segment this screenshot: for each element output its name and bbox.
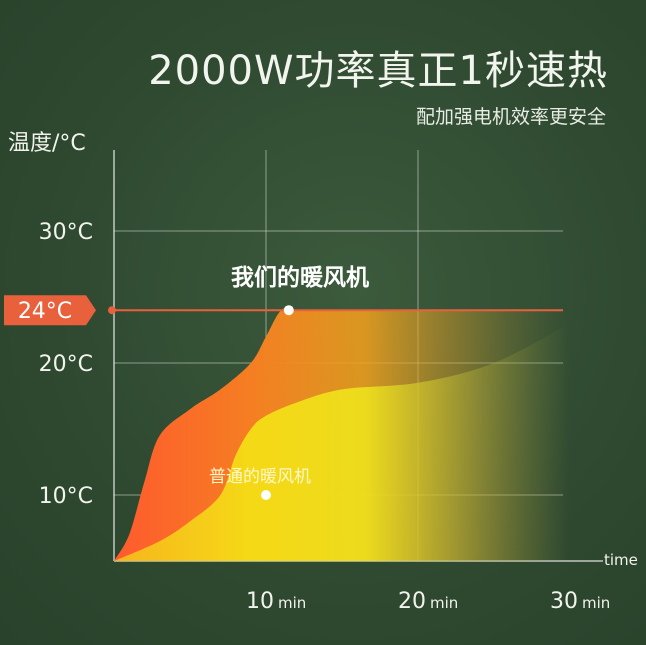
- y-axis-title: 温度/°C: [8, 131, 86, 156]
- series-area-1: [114, 323, 570, 561]
- annotation-point-1: [261, 490, 271, 500]
- highlight-badge-label: 24°C: [18, 299, 72, 324]
- annotation-point-0: [283, 305, 294, 316]
- page-subtitle: 配加强电机效率更安全: [415, 106, 606, 128]
- x-tick-label-20: 20 min: [398, 589, 458, 614]
- x-axis-title: time: [604, 551, 638, 569]
- x-tick-label-10: 10 min: [246, 589, 306, 614]
- chart-overlay: [4, 295, 563, 500]
- highlight-badge: [4, 295, 96, 326]
- highlight-line-start-dot: [108, 306, 116, 315]
- y-tick-label-30: 30°C: [39, 220, 93, 245]
- page-title: 2000W功率真正1秒速热: [148, 48, 608, 94]
- x-tick-label-30: 30 min: [550, 589, 610, 614]
- annotation-label-0: 我们的暖风机: [231, 264, 369, 291]
- annotation-label-1: 普通的暖风机: [209, 467, 311, 487]
- series-areas: [114, 308, 570, 561]
- y-tick-label-10: 10°C: [39, 484, 93, 509]
- y-tick-label-20: 20°C: [39, 352, 93, 377]
